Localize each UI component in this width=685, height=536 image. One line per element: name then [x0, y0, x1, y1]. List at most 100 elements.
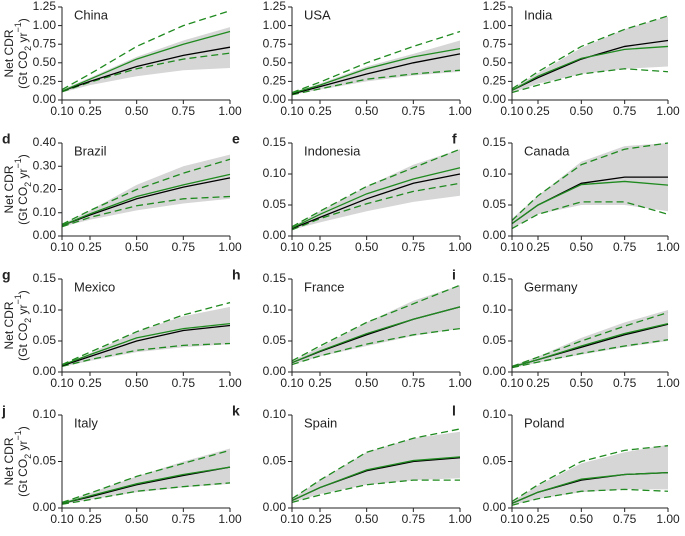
x-tick-label: 0.25 [308, 240, 332, 254]
dashed-line [511, 339, 669, 369]
dashed-line [61, 195, 231, 228]
line [61, 173, 231, 227]
x-tick-label: 0.50 [355, 376, 379, 390]
y-tick-label: 0.10 [33, 407, 57, 421]
y-axis-label-part: −1 [13, 294, 23, 304]
line [61, 324, 231, 367]
y-axis-label-part: −1 [13, 22, 23, 32]
y-tick-label: 1.25 [483, 0, 507, 13]
line [511, 39, 669, 91]
y-axis-label: (Gt CO2 yr−1) [13, 18, 33, 89]
line [511, 45, 669, 91]
line [61, 30, 231, 92]
dashed-line [511, 488, 669, 506]
x-tick-label: 0.10 [50, 512, 74, 526]
uncertainty-band [292, 40, 460, 95]
x-tick-label: 0.25 [526, 512, 550, 526]
panel-title: Indonesia [304, 143, 361, 158]
dashed-line [291, 284, 461, 362]
x-tick-label: 0.75 [402, 512, 426, 526]
y-axis-label-part: ) [16, 18, 30, 22]
x-tick-label: 0.50 [125, 104, 149, 118]
uncertainty-band [292, 149, 460, 230]
x-tick-label: 0.10 [50, 104, 74, 118]
x-tick-label: 0.75 [172, 240, 196, 254]
y-axis-label-part: yr [16, 304, 30, 317]
y-tick-label: 0.25 [33, 74, 57, 88]
x-tick-label: 1.00 [218, 512, 242, 526]
x-tick-label: 0.75 [613, 512, 637, 526]
y-tick-label: 0.15 [263, 135, 287, 149]
x-tick-label: 1.00 [218, 376, 242, 390]
dashed-line [511, 15, 669, 90]
dashed-line [61, 158, 231, 225]
uncertainty-band [512, 143, 668, 229]
panel-title: China [74, 7, 109, 22]
dashed-line [511, 142, 669, 221]
x-tick-label: 0.50 [355, 240, 379, 254]
y-axis-label-part: 2 [23, 454, 33, 459]
x-tick-label: 1.00 [448, 240, 472, 254]
y-tick-label: 1.00 [483, 18, 507, 32]
x-tick-label: 0.50 [125, 512, 149, 526]
y-tick-label: 1.00 [33, 18, 57, 32]
y-tick-label: 0.50 [483, 55, 507, 69]
panel-title: France [304, 279, 344, 294]
y-tick-label: 0.00 [33, 500, 57, 514]
y-axis-label-part: 2 [23, 318, 33, 323]
x-tick-label: 0.75 [172, 376, 196, 390]
y-axis-label-part: (Gt CO [16, 51, 30, 89]
y-tick-label: 0.10 [33, 205, 57, 219]
x-tick-label: 1.00 [656, 104, 680, 118]
x-tick-label: 0.75 [402, 240, 426, 254]
y-tick-label: 0.10 [263, 302, 287, 316]
x-tick-label: 0.10 [50, 376, 74, 390]
y-tick-label: 0.15 [33, 271, 57, 285]
panel-letter: f [452, 131, 457, 147]
dashed-line [511, 445, 669, 503]
x-tick-label: 0.50 [570, 376, 594, 390]
y-tick-label: 0.20 [33, 182, 57, 196]
y-tick-label: 0.10 [483, 407, 507, 421]
x-tick-label: 1.00 [218, 240, 242, 254]
x-tick-label: 0.75 [172, 512, 196, 526]
y-tick-label: 0.00 [33, 92, 57, 106]
x-tick-label: 0.25 [308, 512, 332, 526]
y-axis-label: (Gt CO2 yr−1) [13, 154, 33, 225]
line [61, 466, 231, 504]
dashed-line [61, 449, 231, 504]
panel-title: Italy [74, 415, 98, 430]
y-tick-label: 0.10 [483, 166, 507, 180]
line [291, 173, 461, 230]
y-tick-label: 0.15 [483, 271, 507, 285]
y-tick-label: 0.25 [263, 74, 287, 88]
x-tick-label: 0.75 [613, 240, 637, 254]
line [291, 48, 461, 94]
y-axis-label-part: (Gt CO [16, 187, 30, 225]
panel-letter: j [1, 403, 6, 419]
y-tick-label: 0.10 [33, 302, 57, 316]
y-tick-label: 1.25 [263, 0, 287, 13]
y-tick-label: 0.10 [263, 166, 287, 180]
y-axis-label-part: (Gt CO [16, 323, 30, 361]
x-tick-label: 1.00 [656, 376, 680, 390]
line [511, 180, 669, 225]
line [61, 46, 231, 92]
y-axis-label-part: ) [16, 154, 30, 158]
x-tick-label: 0.50 [570, 240, 594, 254]
y-tick-label: 0.05 [263, 454, 287, 468]
y-axis-label: Net CDR [2, 437, 16, 485]
x-tick-label: 0.25 [526, 104, 550, 118]
x-tick-label: 0.25 [78, 104, 102, 118]
dashed-line [511, 201, 669, 230]
y-tick-label: 0.05 [263, 197, 287, 211]
line [291, 456, 461, 502]
y-axis-label-part: yr [16, 440, 30, 453]
y-tick-label: 0.75 [33, 36, 57, 50]
panel-title: USA [304, 7, 331, 22]
y-tick-label: 0.50 [33, 55, 57, 69]
x-tick-label: 0.50 [355, 104, 379, 118]
dashed-line [61, 342, 231, 368]
y-tick-label: 0.05 [483, 333, 507, 347]
panel-letter: d [2, 131, 11, 147]
